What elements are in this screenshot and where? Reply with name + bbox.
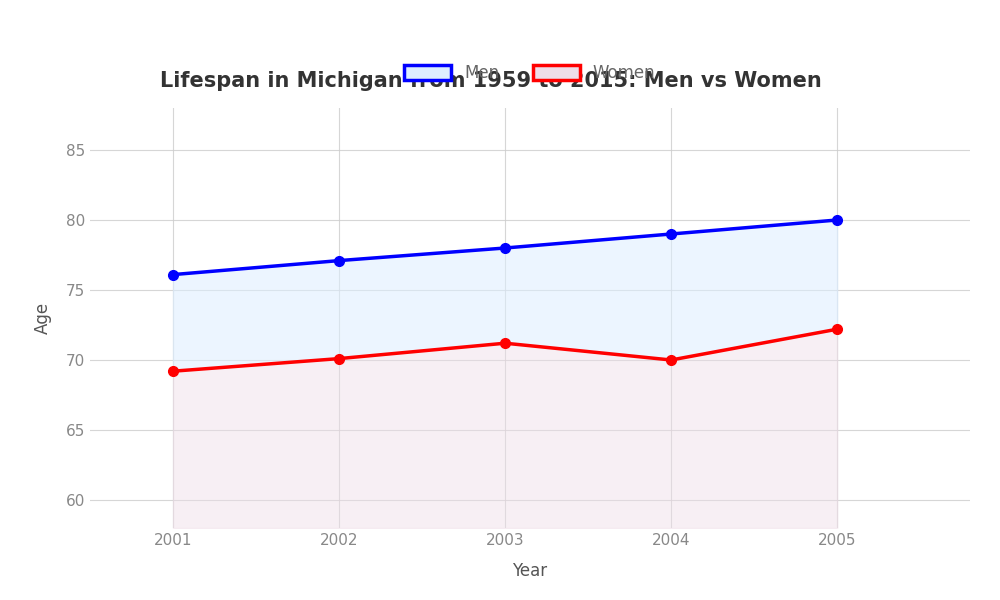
- Text: Lifespan in Michigan from 1959 to 2015: Men vs Women: Lifespan in Michigan from 1959 to 2015: …: [160, 71, 822, 91]
- Y-axis label: Age: Age: [34, 302, 52, 334]
- Legend: Men, Women: Men, Women: [398, 58, 662, 89]
- X-axis label: Year: Year: [512, 562, 548, 580]
